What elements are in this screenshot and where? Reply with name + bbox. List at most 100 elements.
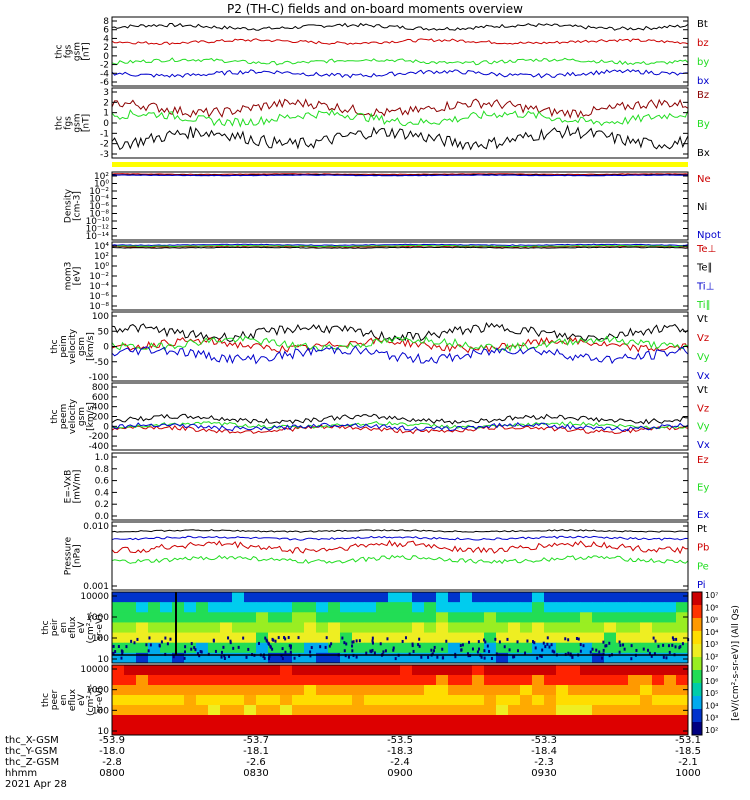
heatmap-cell (328, 592, 341, 603)
heatmap-cell (220, 652, 233, 664)
heatmap-cell (520, 642, 533, 654)
orbit-value: -18.4 (531, 746, 557, 757)
legend-Ex: Ex (697, 510, 709, 521)
heatmap-cell (316, 665, 329, 676)
y-tick-label: 4 (103, 34, 109, 44)
heatmap-cell (520, 622, 533, 634)
heatmap-noise (200, 650, 203, 654)
y-tick-label: 0.010 (83, 522, 109, 532)
heatmap-cell (112, 715, 688, 735)
heatmap-cell (124, 705, 137, 716)
heatmap-noise (267, 657, 270, 661)
ylabel-text: peem (59, 404, 69, 430)
heatmap-cell (616, 685, 629, 696)
heatmap-cell (280, 612, 293, 623)
heatmap-cell (556, 602, 569, 613)
y-tick-label: 100 (92, 634, 109, 644)
heatmap-cell (148, 642, 161, 654)
ylabel-text: mom3 (64, 262, 74, 291)
heatmap-cell (244, 642, 257, 654)
heatmap-noise (411, 642, 414, 646)
heatmap-cell (592, 642, 605, 654)
heatmap-cell (520, 685, 533, 696)
heatmap-cell (304, 642, 317, 654)
heatmap-cell (196, 622, 209, 634)
heatmap-cell (364, 705, 377, 716)
colorbar-label: [eV/(cm²-s-sr-eV)] (All Qs) (731, 605, 741, 721)
legend-Vt: Vt (697, 385, 708, 396)
heatmap-cell (508, 642, 521, 654)
heatmap-cell (292, 642, 305, 654)
colorbar-cell (692, 605, 702, 619)
heatmap-cell (520, 675, 533, 686)
legend-Ti∥: Ti∥ (696, 300, 711, 311)
legend-by: by (697, 57, 709, 68)
y-tick-label: 10⁻¹⁰ (86, 217, 110, 227)
heatmap-cell (640, 632, 653, 644)
heatmap-noise (343, 649, 346, 653)
heatmap-cell (544, 622, 557, 634)
heatmap-cell (112, 592, 125, 603)
heatmap-cell (640, 652, 653, 664)
heatmap-cell (676, 592, 689, 603)
heatmap-cell (616, 602, 629, 613)
heatmap-noise (324, 645, 327, 649)
heatmap-noise (351, 640, 354, 644)
heatmap-cell (148, 705, 161, 716)
series-Vx (111, 422, 689, 432)
heatmap-cell (184, 685, 197, 696)
heatmap-noise (190, 642, 193, 646)
heatmap-cell (352, 632, 365, 644)
heatmap-noise (392, 648, 395, 652)
y-tick-label: -2 (100, 61, 109, 71)
heatmap-cell (580, 622, 593, 634)
heatmap-noise (394, 657, 397, 661)
heatmap-noise (184, 645, 187, 649)
heatmap-cell (532, 705, 545, 716)
heatmap-cell (412, 612, 425, 623)
heatmap-cell (232, 622, 245, 634)
heatmap-cell (496, 592, 509, 603)
y-tick-label: 0.001 (83, 582, 109, 592)
heatmap-cell (496, 612, 509, 623)
heatmap-noise (546, 642, 549, 646)
heatmap-cell (304, 705, 317, 716)
heatmap-cell (532, 675, 545, 686)
heatmap-cell (268, 632, 281, 644)
heatmap-cell (124, 685, 137, 696)
panel-frame (111, 591, 689, 664)
heatmap-noise (648, 651, 651, 655)
panel-frame (111, 521, 689, 591)
y-tick-label: 10000 (80, 592, 109, 602)
heatmap-cell (364, 685, 377, 696)
heatmap-noise (513, 655, 516, 659)
heatmap-noise (379, 642, 382, 646)
y-tick-label: 50 (98, 327, 110, 337)
heatmap-noise (223, 656, 226, 660)
heatmap-cell (220, 632, 233, 644)
heatmap-noise (623, 647, 626, 651)
heatmap-cell (436, 705, 449, 716)
heatmap-noise (164, 636, 167, 640)
heatmap-cell (208, 652, 221, 664)
heatmap-cell (556, 652, 569, 664)
heatmap-cell (664, 632, 677, 644)
heatmap-cell (256, 675, 269, 686)
heatmap-cell (268, 592, 281, 603)
heatmap-noise (269, 645, 272, 649)
heatmap-cell (400, 642, 413, 654)
heatmap-cell (532, 612, 545, 623)
heatmap-cell (220, 705, 233, 716)
y-tick-label: 10 (98, 655, 110, 665)
ylabel-text: eflux (68, 688, 78, 711)
heatmap-noise (130, 639, 133, 643)
y-tick-label: 10⁻⁴ (89, 195, 109, 205)
legend-Vz: Vz (697, 333, 709, 344)
heatmap-cell (460, 652, 473, 664)
legend-Vx: Vx (697, 440, 710, 451)
colorbar-tick: 10³ (705, 714, 718, 723)
heatmap-cell (340, 622, 353, 634)
heatmap-cell (628, 665, 641, 676)
legend-Vz: Vz (697, 403, 709, 414)
heatmap-cell (484, 592, 497, 603)
